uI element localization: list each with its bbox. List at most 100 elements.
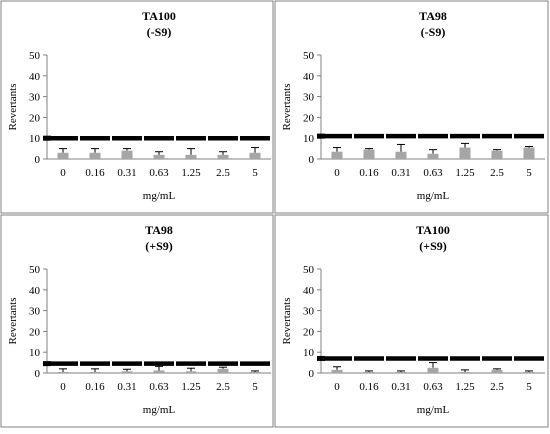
y-tick-label: 50 [303,264,315,276]
y-tick-label: 40 [303,71,315,83]
x-tick-label: 0.31 [391,381,410,393]
y-tick-label: 20 [303,326,315,338]
x-tick-label: 0.63 [423,167,443,179]
bar-1.25 [185,154,197,159]
x-tick-label: 0.31 [391,167,410,179]
x-tick-label: 0.16 [85,381,105,393]
y-tick-label: 20 [29,326,41,338]
bar-0 [57,152,69,159]
panel-border [0,214,274,428]
y-tick-label: 0 [309,368,315,380]
y-axis-label: Revertants [281,297,293,344]
bar-0.63 [427,153,439,159]
chart-title: TA98 [145,223,173,237]
x-tick-label: 5 [526,381,532,393]
x-tick-label: 0.31 [117,381,136,393]
chart-panel-3: TA98 (+S9) 0 10 20 30 40 50 Revertants 0 0.16 0.31 0… [0,214,274,428]
bar-2.5 [217,368,229,373]
bar-2.5 [491,150,503,159]
x-axis-label: mg/mL [143,190,176,202]
x-axis-label: mg/mL [143,404,176,416]
bar-5 [249,371,261,373]
chart-title: TA98 [419,9,447,23]
chart-title: TA100 [416,223,450,237]
bar-0.63 [153,154,165,159]
x-tick-label: 1.25 [181,381,201,393]
bar-2.5 [217,154,229,159]
y-tick-label: 30 [303,92,315,104]
bar-0.16 [363,149,375,159]
x-tick-label: 0.16 [85,167,105,179]
bar-0.16 [89,152,101,159]
bar-0 [331,151,343,159]
x-tick-label: 5 [252,381,258,393]
x-axis-label: mg/mL [417,404,450,416]
chart-subtitle: (-S9) [421,25,446,39]
x-tick-label: 1.25 [455,167,475,179]
x-tick-label: 2.5 [490,381,504,393]
bar-0 [331,369,343,373]
y-axis-label: Revertants [7,83,19,130]
x-tick-label: 0.63 [423,381,443,393]
x-tick-label: 2.5 [216,167,230,179]
x-tick-label: 5 [526,167,532,179]
panel-border [274,0,549,214]
x-tick-label: 0.31 [117,167,136,179]
y-tick-label: 20 [303,112,315,124]
bar-0.16 [363,371,375,373]
y-tick-label: 30 [29,306,41,318]
y-tick-label: 40 [303,285,315,297]
y-tick-label: 50 [303,50,315,62]
y-tick-label: 10 [303,133,315,145]
bar-0.31 [395,151,407,159]
bar-0.16 [89,371,101,373]
chart-panel-4: TA100 (+S9) 0 10 20 30 40 50 Revertants 0 0.16 0.31… [274,214,549,428]
bar-0.63 [427,367,439,373]
y-tick-label: 40 [29,71,41,83]
bar-0.31 [395,371,407,373]
y-axis-label: Revertants [281,83,293,130]
x-axis-label: mg/mL [417,190,450,202]
x-tick-label: 0.63 [149,381,169,393]
x-tick-label: 1.25 [181,167,201,179]
x-tick-label: 2.5 [216,381,230,393]
y-tick-label: 50 [29,50,41,62]
panel-border [0,0,274,214]
y-tick-label: 10 [29,133,41,145]
y-tick-label: 20 [29,112,41,124]
x-tick-label: 0.16 [359,381,379,393]
y-tick-label: 30 [303,306,315,318]
chart-subtitle: (+S9) [419,239,447,253]
x-tick-label: 0 [60,167,66,179]
x-tick-label: 2.5 [490,167,504,179]
bar-1.25 [185,371,197,373]
y-tick-label: 0 [35,154,41,166]
x-tick-label: 0.63 [149,167,169,179]
y-tick-label: 10 [29,347,41,359]
x-tick-label: 0 [334,167,340,179]
bar-5 [523,147,535,159]
bar-0.31 [121,371,133,373]
bar-5 [249,152,261,159]
chart-subtitle: (-S9) [147,25,172,39]
x-tick-label: 0 [334,381,340,393]
y-tick-label: 10 [303,347,315,359]
y-tick-label: 30 [29,92,41,104]
y-tick-label: 50 [29,264,41,276]
chart-subtitle: (+S9) [145,239,173,253]
y-tick-label: 0 [35,368,41,380]
y-tick-label: 0 [309,154,315,166]
x-tick-label: 0.16 [359,167,379,179]
bar-2.5 [491,369,503,373]
x-tick-label: 0 [60,381,66,393]
bar-5 [523,371,535,373]
chart-title: TA100 [142,9,176,23]
bar-1.25 [459,147,471,159]
bar-1.25 [459,371,471,373]
bar-0 [57,371,69,373]
bar-0.63 [153,370,165,373]
bar-0.31 [121,150,133,159]
y-axis-label: Revertants [7,297,19,344]
